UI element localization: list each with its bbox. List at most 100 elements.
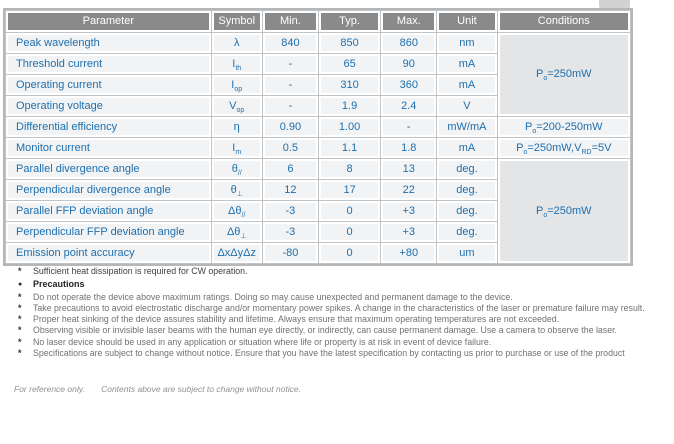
min-cell: 0.90 xyxy=(262,117,318,137)
typ-cell: 17 xyxy=(318,180,381,200)
min-cell: - xyxy=(262,75,318,95)
asterisk-bullet: * xyxy=(18,314,22,325)
asterisk-bullet: * xyxy=(18,325,22,336)
typ-cell: 8 xyxy=(318,159,381,179)
max-cell: 860 xyxy=(381,33,437,53)
precaution-item: * Take precautions to avoid electrostati… xyxy=(18,303,674,314)
conditions-cell: Po=250mW,VRD=5V xyxy=(497,138,630,158)
condition-text: =250mW xyxy=(547,68,592,80)
conditions-cell: Po=200-250mW xyxy=(497,117,630,137)
heat-note-text: Sufficient heat dissipation is required … xyxy=(33,266,248,276)
reference-note: For reference only. xyxy=(14,384,85,394)
change-notice: Contents above are subject to change wit… xyxy=(101,384,301,394)
col-header-typ: Typ. xyxy=(318,11,381,32)
symbol-base: λ xyxy=(233,36,240,49)
asterisk-bullet: * xyxy=(18,291,22,302)
typ-cell: 310 xyxy=(318,75,381,95)
max-cell: 2.4 xyxy=(381,96,437,116)
condition-text: =250mW xyxy=(547,204,592,217)
col-header-unit: Unit xyxy=(437,11,497,32)
param-cell: Perpendicular divergence angle xyxy=(6,180,211,200)
symbol-base: V xyxy=(229,99,237,112)
condition-text: =250mW,V xyxy=(527,141,582,154)
param-cell: Operating current xyxy=(6,75,211,95)
symbol-base: I xyxy=(231,78,235,91)
min-cell: - xyxy=(262,96,318,116)
unit-cell: mW/mA xyxy=(437,117,497,137)
min-cell: -80 xyxy=(262,243,318,263)
min-cell: - xyxy=(262,54,318,74)
capture-artifact xyxy=(599,0,630,8)
symbol-subscript: ⊥ xyxy=(236,190,243,198)
unit-cell: deg. xyxy=(437,222,497,242)
spec-table: Parameter Symbol Min. Typ. Max. Unit Con… xyxy=(3,8,633,266)
table-row: Differential efficiency η 0.90 1.00 - mW… xyxy=(6,117,630,137)
precaution-text: Observing visible or invisible laser bea… xyxy=(33,325,617,336)
max-cell: 90 xyxy=(381,54,437,74)
unit-cell: nm xyxy=(437,33,497,53)
asterisk-bullet: * xyxy=(18,336,22,347)
table-row: Monitor current Im 0.5 1.1 1.8 mA Po=250… xyxy=(6,138,630,158)
typ-cell: 850 xyxy=(318,33,381,53)
min-cell: 12 xyxy=(262,180,318,200)
param-cell: Threshold current xyxy=(6,54,211,74)
notes-section: * Sufficient heat dissipation is require… xyxy=(18,266,674,359)
param-cell: Differential efficiency xyxy=(6,117,211,137)
condition-text: P xyxy=(524,120,533,133)
symbol-base: I xyxy=(232,141,236,154)
symbol-subscript: ⊥ xyxy=(240,232,247,240)
symbol-base: Δθ xyxy=(226,225,241,238)
dot-bullet: ● xyxy=(18,281,23,289)
unit-cell: deg. xyxy=(437,180,497,200)
param-cell: Peak wavelength xyxy=(6,33,211,53)
min-cell: -3 xyxy=(262,201,318,221)
typ-cell: 0 xyxy=(318,201,381,221)
typ-cell: 65 xyxy=(318,54,381,74)
typ-cell: 0 xyxy=(318,222,381,242)
symbol-subscript: op xyxy=(236,106,245,114)
conditions-cell: Po=250mW xyxy=(497,159,630,263)
unit-cell: deg. xyxy=(437,201,497,221)
unit-cell: um xyxy=(437,243,497,263)
table-row: Parallel FFP deviation angle Δθ// -3 0 +… xyxy=(6,201,630,221)
precaution-text: Proper heat sinking of the device assure… xyxy=(33,314,560,325)
table-row: Emission point accuracy ΔxΔyΔz -80 0 +80… xyxy=(6,243,630,263)
unit-cell: V xyxy=(437,96,497,116)
table-row: Parallel divergence angle θ// 6 8 13 deg… xyxy=(6,159,630,263)
max-cell: 360 xyxy=(381,75,437,95)
symbol-cell: θ// xyxy=(211,159,262,179)
col-header-symbol: Symbol xyxy=(211,11,262,32)
max-cell: 1.8 xyxy=(381,138,437,158)
col-header-conditions: Conditions xyxy=(497,11,630,32)
col-header-min: Min. xyxy=(262,11,318,32)
symbol-subscript: // xyxy=(241,211,246,219)
table-header-row: Parameter Symbol Min. Typ. Max. Unit Con… xyxy=(6,11,630,32)
symbol-cell: θ⊥ xyxy=(211,180,262,200)
precaution-text: Specifications are subject to change wit… xyxy=(33,348,625,359)
table-row: Operating voltage Vop - 1.9 2.4 V xyxy=(6,96,630,116)
condition-subscript: o xyxy=(523,148,528,156)
symbol-base: η xyxy=(233,120,240,133)
symbol-subscript: op xyxy=(234,85,243,93)
max-cell: 13 xyxy=(381,159,437,179)
condition-subscript: o xyxy=(532,127,537,135)
precautions-title: Precautions xyxy=(33,279,85,290)
precaution-item: * Do not operate the device above maximu… xyxy=(18,292,674,303)
precautions-heading: ● Precautions xyxy=(18,279,674,290)
max-cell: +3 xyxy=(381,201,437,221)
symbol-subscript: th xyxy=(235,64,242,72)
asterisk-bullet: * xyxy=(18,348,22,359)
min-cell: 6 xyxy=(262,159,318,179)
symbol-subscript: m xyxy=(235,148,242,156)
reference-disclaimer: For reference only. Contents above are s… xyxy=(14,384,301,394)
symbol-cell: Iop xyxy=(211,75,262,95)
symbol-cell: Δθ⊥ xyxy=(211,222,262,242)
asterisk-bullet: * xyxy=(18,302,22,313)
symbol-subscript: // xyxy=(237,169,242,177)
param-cell: Operating voltage xyxy=(6,96,211,116)
symbol-base: θ xyxy=(231,162,238,175)
precaution-item: * Specifications are subject to change w… xyxy=(18,348,674,359)
min-cell: -3 xyxy=(262,222,318,242)
max-cell: +3 xyxy=(381,222,437,242)
conditions-cell: Po=250mW xyxy=(497,33,630,116)
